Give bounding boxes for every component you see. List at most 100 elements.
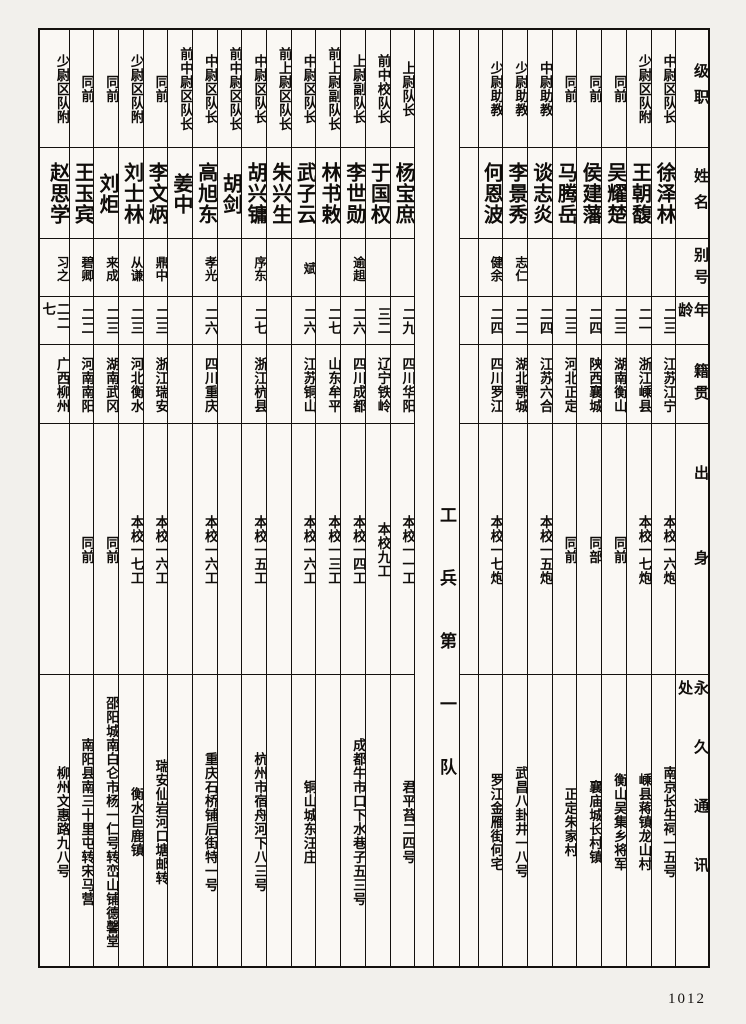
cell-alias: 来成 (94, 239, 118, 297)
cell-education: 本校一七工 (118, 424, 143, 676)
cell-address: 成都牛市口下水巷子五三号 (349, 737, 365, 906)
cell-name: 刘炬 (94, 148, 118, 240)
cell-education: 本校九工 (365, 424, 390, 676)
cell-education: 本校一六工 (291, 424, 316, 676)
cell-origin: 湖南武冈 (94, 345, 118, 425)
cell-name: 吴耀楚 (602, 148, 626, 240)
cell-address: 瑞安仙岩河口塘邮转 (152, 758, 168, 885)
cell-rank: 同前 (94, 30, 118, 148)
cell-name: 朱兴生 (267, 148, 291, 240)
cell-age: 二四 (528, 297, 552, 345)
row-label-name: 姓名 (676, 148, 708, 240)
cell-address (218, 675, 242, 966)
person-column: 同前 吴耀楚 二三 湖南衡山 同前 衡山吴集乡将军 (601, 30, 626, 966)
cell-education (168, 424, 192, 676)
cell-alias (168, 239, 192, 297)
cell-rank: 同前 (143, 30, 168, 148)
cell-age: 二六 (193, 297, 217, 345)
cell-age (459, 297, 478, 345)
cell-name: 胡兴镛 (242, 148, 267, 240)
cell-rank: 中尉区队长 (651, 30, 676, 148)
cell-address: 襄庙城长村镇 (586, 779, 602, 864)
cell-name: 李文炳 (143, 148, 168, 240)
person-column: 同前 王玉宾 碧卿 二二 河南南阳 同前 南阳县南三十里屯转宋马营 (68, 30, 94, 966)
cell-address: 罗江金雁街何宅 (487, 772, 503, 871)
cell-alias: 志仁 (503, 239, 528, 297)
person-column: 中尉区队长 武子云斌二六 江苏铜山 本校一六工 铜山城东汪庄 (290, 30, 316, 966)
cell-age: 二七 (316, 297, 341, 345)
cell-address (267, 675, 291, 966)
cell-alias (651, 239, 676, 297)
person-column: 前中尉区队长 姜中 (167, 30, 192, 966)
cell-rank: 同前 (577, 30, 602, 148)
cell-rank: 少尉助教 (478, 30, 503, 148)
cell-rank: 中尉助教 (528, 30, 552, 148)
cell-rank: 前中尉区队长 (168, 30, 192, 148)
cell-alias: 碧卿 (69, 239, 94, 297)
row-label-origin: 籍贯 (676, 345, 708, 425)
cell-alias (552, 239, 577, 297)
page-number: 1012 (668, 991, 706, 1007)
cell-rank: 中尉区队长 (291, 30, 316, 148)
person-column: 中尉助教 谈志炎 二四 江苏六合 本校一五炮 (527, 30, 552, 966)
cell-age: 二六 (341, 297, 365, 345)
cell-name: 何恩波 (478, 148, 503, 240)
cell-alias (602, 239, 626, 297)
cell-name: 李世勋 (341, 148, 365, 240)
cell-origin: 广西柳州 (39, 345, 69, 425)
cell-name: 徐泽林 (651, 148, 676, 240)
cell-education (503, 424, 528, 676)
person-column: 少尉区队附 刘士林 从谦 二三 河北衡水 本校一七工 衡水巨鹿镇 (117, 30, 143, 966)
cell-rank: 前中尉区队长 (217, 30, 242, 148)
cell-education: 本校一六工 (193, 424, 217, 676)
cell-name: 李景秀 (503, 148, 528, 240)
cell-address (168, 675, 192, 966)
cell-origin (459, 345, 478, 425)
cell-age: 二六 (291, 297, 316, 345)
cell-rank (459, 30, 478, 148)
person-column: 前中尉区队长 胡剑 (216, 30, 242, 966)
cell-rank: 同前 (69, 30, 94, 148)
cell-education: 本校一七炮 (626, 424, 651, 676)
cell-alias (316, 239, 341, 297)
cell-alias: 孝光 (193, 239, 217, 297)
cell-education: 本校一三工 (316, 424, 341, 676)
cell-alias (365, 239, 390, 297)
cell-origin: 浙江嵊县 (626, 345, 651, 425)
spacer-column (414, 30, 433, 966)
cell-origin: 陕西襄城 (577, 345, 602, 425)
cell-education (39, 424, 69, 676)
cell-address: 杭州市宿舟河下八三号 (251, 751, 267, 892)
cell-name: 姜中 (168, 148, 192, 240)
cell-origin (267, 345, 291, 425)
cell-alias (528, 239, 552, 297)
cell-rank: 前中校队长 (365, 30, 390, 148)
cell-rank: 少尉区队附 (118, 30, 143, 148)
cell-age: 二三 (602, 297, 626, 345)
cell-age: 二四 (577, 297, 602, 345)
cell-address: 柳州文惠路九八号 (53, 765, 69, 878)
cell-education (217, 424, 242, 676)
row-label-age: 年龄 (676, 297, 708, 345)
cell-alias (217, 239, 242, 297)
cell-age: 二三 (651, 297, 676, 345)
cell-address (366, 675, 390, 966)
spacer-column (458, 30, 478, 966)
person-column: 少尉区队附 赵思学 习之 二二七 广西柳州 柳州文惠路九八号 (39, 30, 69, 966)
cell-age: 二七 (242, 297, 267, 345)
cell-age: 二三 (94, 297, 118, 345)
cell-age (217, 297, 242, 345)
person-column: 少尉区队附 王朝馥 二一 浙江嵊县 本校一七炮 嵊县蒋镇龙山村 (625, 30, 651, 966)
cell-rank: 前上尉区队长 (267, 30, 291, 148)
person-column: 中尉区队长 胡兴镛 序东 二七 浙江杭县 本校一五工 杭州市宿舟河下八三号 (241, 30, 267, 966)
cell-education: 本校一四工 (341, 424, 365, 676)
roster-table: 级职 姓名 别号 年龄 籍贯 出身 永久通讯处 中尉区队长 徐泽林 二三 江苏江宁 本校… (38, 28, 710, 968)
cell-education: 本校一六炮 (651, 424, 676, 676)
cell-origin: 山东牟平 (316, 345, 341, 425)
cell-age: 二三 (118, 297, 143, 345)
cell-origin (217, 345, 242, 425)
cell-rank: 同前 (602, 30, 626, 148)
cell-alias (267, 239, 291, 297)
cell-alias: 从谦 (118, 239, 143, 297)
cell-education: 同部 (577, 424, 602, 676)
